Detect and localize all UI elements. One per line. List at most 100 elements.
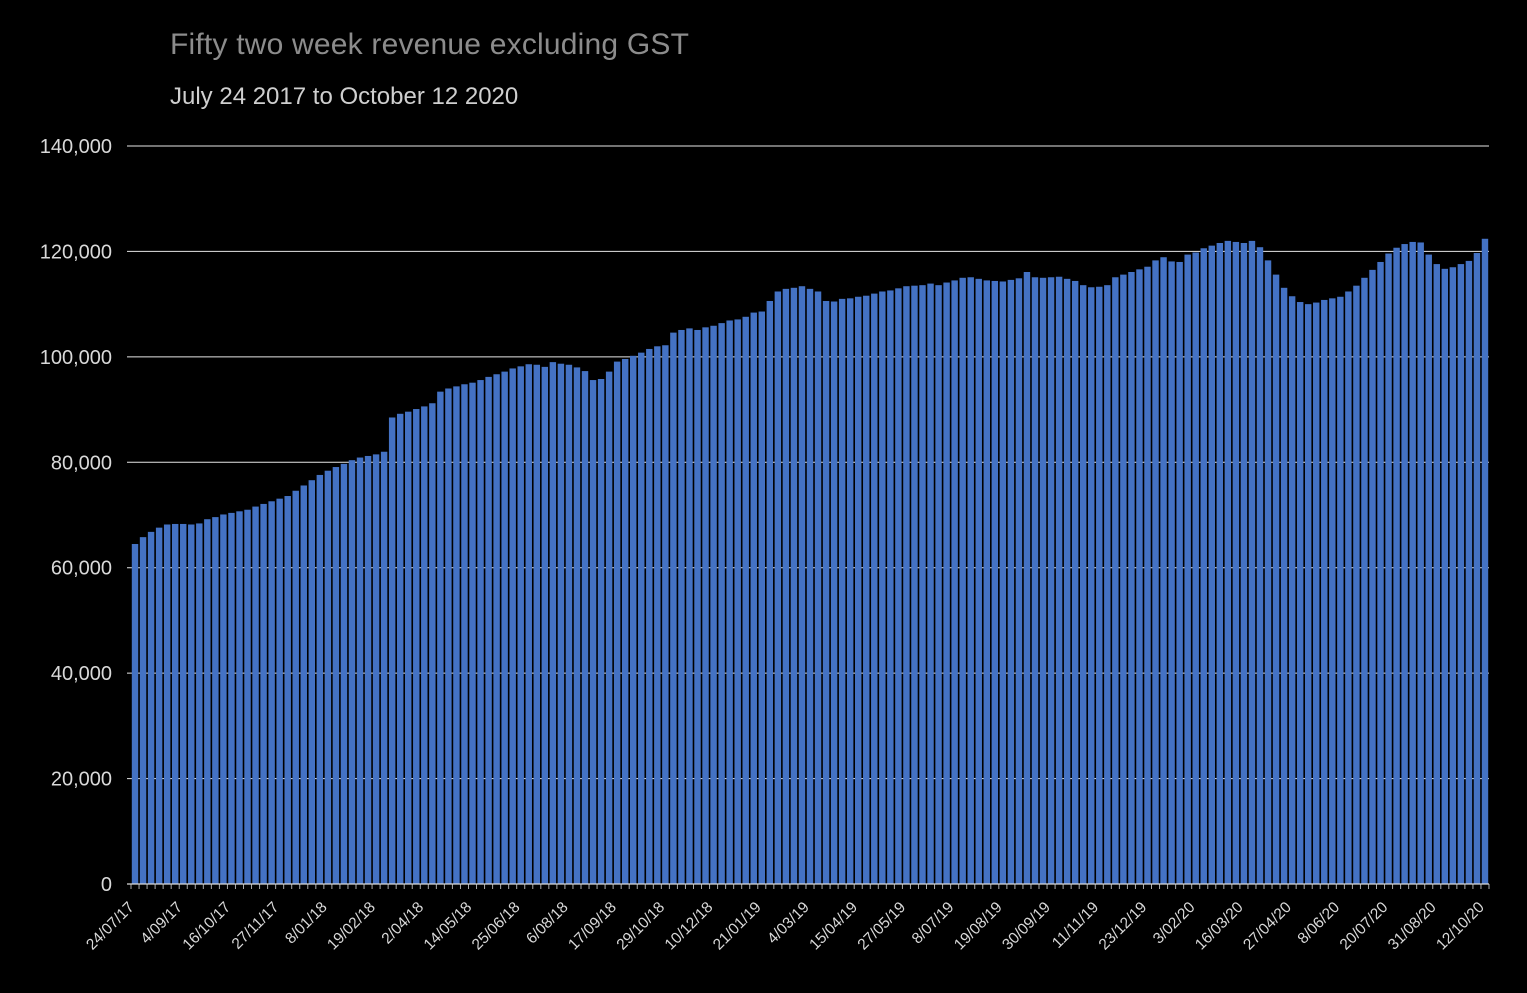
bar [1248,240,1256,884]
bar [1007,279,1015,884]
bar [525,364,532,884]
y-axis-label: 0 [101,874,112,896]
bar [1023,271,1031,884]
bar [573,367,581,884]
bar [589,380,597,884]
x-axis-label: 24/07/17 [83,899,138,954]
bar [943,282,950,884]
bar [565,364,573,884]
bar [1071,280,1079,884]
bar [196,523,203,884]
bar [1240,242,1248,885]
bar [171,523,179,884]
x-axis-label: 15/04/19 [806,899,861,954]
bar [1104,285,1111,884]
bar [774,291,782,884]
y-axis-label: 40,000 [51,663,112,685]
x-axis-label: 17/09/18 [565,899,620,954]
bar [1272,274,1280,884]
bar [260,503,267,884]
bar [1401,244,1408,885]
bar [1047,277,1055,884]
x-axis-label: 8/06/20 [1295,899,1344,948]
bar [726,320,733,885]
bar [1296,302,1304,884]
bar [1192,252,1199,885]
bar [485,376,492,884]
x-axis-label: 8/07/19 [909,899,958,948]
bar [662,345,669,884]
bar [1481,238,1489,884]
bar [493,374,500,884]
bar [413,409,420,884]
bar [324,470,332,884]
bar [814,291,822,884]
bar [1321,299,1328,884]
bar [1088,287,1095,884]
bar [1152,260,1159,884]
bar [750,312,757,885]
bar [999,281,1007,885]
bar [605,371,613,884]
bar [613,361,621,885]
bar [453,386,460,884]
bar [846,298,854,885]
bar [437,391,444,884]
bar [1039,277,1047,884]
bar [1128,271,1135,884]
bar [1136,269,1143,885]
bar [983,280,990,884]
bar [951,280,958,884]
x-axis-label: 4/03/19 [764,899,813,948]
bar [1208,245,1215,884]
bar [1449,267,1457,884]
bar [509,368,516,884]
bar [1144,266,1151,885]
y-axis-label: 20,000 [51,769,112,791]
bar [855,296,862,884]
bar [163,524,171,884]
bar [758,311,765,884]
bar [1433,264,1440,885]
bar [895,288,902,885]
chart-subtitle: July 24 2017 to October 12 2020 [170,83,519,110]
bar [276,498,283,884]
bar [991,280,999,884]
x-axis-label: 27/11/17 [229,899,283,953]
bar [501,371,508,884]
x-axis-label: 11/11/19 [1049,899,1102,952]
bar [1280,287,1288,884]
bar [1329,298,1336,885]
bar [364,455,372,884]
bar [1224,240,1232,884]
bar [284,496,291,884]
bar [710,325,717,884]
x-axis-label: 27/04/20 [1240,899,1295,954]
bar [1288,296,1296,884]
bar [1393,247,1400,885]
bar [879,291,886,884]
bar [678,329,685,885]
bar [268,501,275,884]
chart-title: Fifty two week revenue excluding GST [170,28,690,61]
bar [1353,285,1360,884]
bar [429,403,436,884]
bar [1465,260,1473,884]
x-axis-label: 10/12/18 [662,899,717,954]
bar [340,463,348,884]
bar [477,380,484,884]
bar [236,511,243,884]
bar [380,451,388,884]
bar [1256,247,1264,884]
y-axis-label: 60,000 [51,558,112,580]
bar [782,288,790,884]
x-axis-label: 31/08/20 [1385,899,1440,954]
bar [742,316,749,884]
y-axis-label: 80,000 [51,452,112,474]
bar [597,379,605,884]
bar [822,300,830,885]
bar [1096,286,1103,884]
bar [469,382,476,884]
bar [1120,274,1127,884]
bar [1160,257,1167,885]
